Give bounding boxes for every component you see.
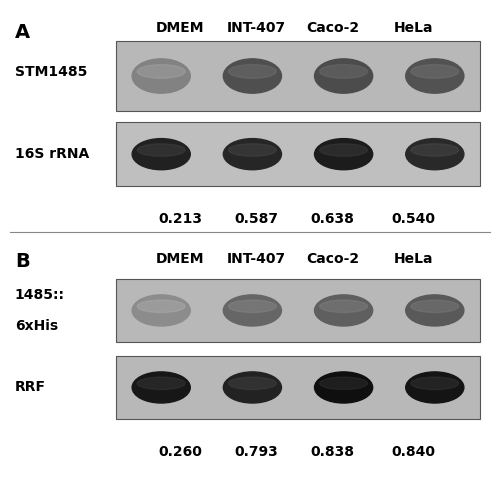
Text: STM1485: STM1485: [15, 65, 87, 79]
Ellipse shape: [228, 144, 276, 156]
Text: INT-407: INT-407: [226, 252, 286, 266]
Ellipse shape: [224, 295, 282, 326]
Text: 0.840: 0.840: [391, 445, 435, 459]
Ellipse shape: [314, 372, 372, 403]
Ellipse shape: [411, 65, 459, 78]
Text: 0.838: 0.838: [310, 445, 354, 459]
Ellipse shape: [138, 377, 185, 390]
Ellipse shape: [224, 59, 282, 93]
Ellipse shape: [320, 377, 368, 390]
Text: A: A: [15, 23, 30, 42]
Ellipse shape: [228, 377, 276, 390]
FancyBboxPatch shape: [116, 356, 480, 420]
Text: 0.260: 0.260: [158, 445, 202, 459]
Ellipse shape: [228, 300, 276, 312]
Ellipse shape: [411, 300, 459, 312]
Text: 16S rRNA: 16S rRNA: [15, 147, 89, 161]
Text: HeLa: HeLa: [394, 21, 433, 35]
Ellipse shape: [406, 139, 464, 170]
Text: DMEM: DMEM: [156, 21, 204, 35]
Ellipse shape: [228, 65, 276, 78]
Ellipse shape: [132, 59, 190, 93]
Ellipse shape: [224, 139, 282, 170]
Text: INT-407: INT-407: [226, 21, 286, 35]
FancyBboxPatch shape: [116, 122, 480, 186]
Ellipse shape: [320, 300, 368, 312]
Ellipse shape: [138, 144, 185, 156]
Text: B: B: [15, 252, 30, 271]
Ellipse shape: [320, 65, 368, 78]
Ellipse shape: [406, 59, 464, 93]
Text: RRF: RRF: [15, 381, 46, 395]
Ellipse shape: [411, 144, 459, 156]
Text: Caco-2: Caco-2: [306, 252, 359, 266]
Text: HeLa: HeLa: [394, 252, 433, 266]
Ellipse shape: [314, 59, 372, 93]
FancyBboxPatch shape: [116, 41, 480, 111]
Text: 0.213: 0.213: [158, 212, 202, 226]
Text: DMEM: DMEM: [156, 252, 204, 266]
Ellipse shape: [132, 139, 190, 170]
FancyBboxPatch shape: [116, 278, 480, 342]
Text: Caco-2: Caco-2: [306, 21, 359, 35]
Ellipse shape: [314, 295, 372, 326]
Ellipse shape: [138, 300, 185, 312]
Text: 0.793: 0.793: [234, 445, 278, 459]
Ellipse shape: [320, 144, 368, 156]
Ellipse shape: [406, 372, 464, 403]
Ellipse shape: [314, 139, 372, 170]
Ellipse shape: [411, 377, 459, 390]
Ellipse shape: [224, 372, 282, 403]
Text: 0.587: 0.587: [234, 212, 278, 226]
Ellipse shape: [138, 65, 185, 78]
Ellipse shape: [132, 372, 190, 403]
Text: 0.540: 0.540: [391, 212, 435, 226]
Text: 0.638: 0.638: [310, 212, 354, 226]
Text: 1485::: 1485::: [15, 288, 65, 302]
Text: 6xHis: 6xHis: [15, 319, 58, 333]
Ellipse shape: [132, 295, 190, 326]
Ellipse shape: [406, 295, 464, 326]
